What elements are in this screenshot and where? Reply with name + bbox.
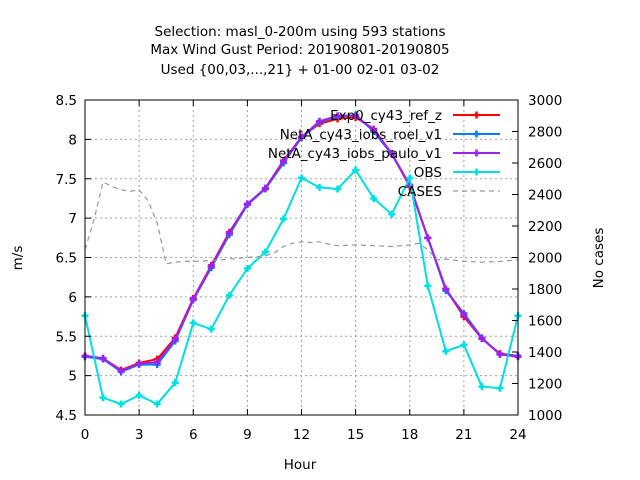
x-axis-label: Hour — [284, 457, 317, 473]
axis-ticks: 0 3 6 9 12 15 18 21 24 4.5 5 5.5 6 6.5 7 7.5 8 8.5 1000 120… — [56, 93, 563, 443]
y-tick-label: 8 — [68, 132, 77, 148]
x-tick-label: 18 — [401, 427, 418, 443]
y2-tick-label: 2400 — [528, 188, 562, 204]
data-point — [460, 341, 468, 349]
data-point — [279, 215, 287, 223]
y2-tick-label: 1400 — [528, 345, 562, 361]
plot-series — [81, 111, 522, 408]
y-tick-label: 7.5 — [56, 172, 77, 188]
title-line-3: Used {00,03,...,21} + 01-00 02-01 03-02 — [161, 62, 440, 78]
x-tick-label: 0 — [81, 427, 90, 443]
y-tick-label: 5.5 — [56, 329, 77, 345]
data-point — [99, 394, 107, 402]
y2-tick-label: 2800 — [528, 125, 562, 141]
data-point — [189, 295, 197, 303]
y-tick-label: 7 — [68, 211, 77, 227]
y2-tick-label: 1800 — [528, 282, 562, 298]
title-line-1: Selection: masl_0-200m using 593 station… — [155, 24, 446, 40]
y2-tick-label: 3000 — [528, 93, 562, 109]
data-point — [261, 248, 269, 256]
data-point — [370, 126, 378, 134]
y-axis-label: m/s — [10, 246, 26, 271]
y2-axis-label: No cases — [591, 228, 607, 289]
data-point — [243, 265, 251, 273]
data-point — [352, 112, 360, 120]
data-point — [442, 285, 450, 293]
data-point — [207, 325, 215, 333]
data-point — [171, 335, 179, 343]
data-point — [334, 112, 342, 120]
data-point — [189, 319, 197, 327]
x-tick-label: 24 — [509, 427, 526, 443]
x-tick-label: 9 — [243, 427, 252, 443]
y-tick-label: 5 — [68, 369, 77, 385]
y2-tick-label: 2000 — [528, 251, 562, 267]
data-point — [424, 282, 432, 290]
data-point — [207, 262, 215, 270]
y-tick-label: 8.5 — [56, 93, 77, 109]
y-tick-label: 4.5 — [56, 408, 77, 424]
data-point — [298, 133, 305, 141]
legend-marker — [473, 111, 480, 119]
data-point — [460, 311, 468, 319]
data-point — [496, 350, 504, 358]
y-tick-label: 6.5 — [56, 251, 77, 267]
x-tick-label: 6 — [189, 427, 198, 443]
data-point — [388, 150, 396, 158]
data-point — [225, 291, 233, 299]
data-point — [370, 194, 378, 202]
series-line-cases — [84, 181, 519, 265]
y2-tick-label: 1000 — [528, 408, 562, 424]
data-point — [406, 174, 414, 182]
x-tick-label: 3 — [135, 427, 144, 443]
legend-marker — [473, 168, 480, 176]
data-point — [99, 354, 107, 362]
data-point — [316, 183, 324, 191]
chart-title: Selection: masl_0-200m using 593 station… — [150, 24, 449, 78]
data-point — [496, 384, 504, 392]
x-tick-label: 12 — [293, 427, 310, 443]
data-point — [117, 367, 125, 375]
data-point — [135, 360, 143, 368]
x-tick-label: 21 — [455, 427, 472, 443]
y2-tick-label: 1200 — [528, 377, 562, 393]
data-point — [478, 383, 486, 391]
title-line-2: Max Wind Gust Period: 20190801-20190805 — [150, 42, 449, 58]
legend-label-obs: OBS — [414, 165, 442, 181]
y2-tick-label: 2200 — [528, 219, 562, 235]
legend: Exp0_cy43_ref_z NetA_cy43_iobs_roel_v1 Net… — [268, 108, 500, 200]
legend-marker — [473, 130, 480, 138]
data-point — [243, 200, 251, 208]
legend-label-cases: CASES — [398, 184, 442, 200]
data-point — [442, 347, 450, 355]
legend-label-neta-cy43-iobs-paulo-v1: NetA_cy43_iobs_paulo_v1 — [268, 146, 442, 162]
data-point — [261, 184, 269, 192]
legend-label-neta-cy43-iobs-roel-v1: NetA_cy43_iobs_roel_v1 — [280, 127, 442, 143]
data-point — [478, 335, 486, 343]
data-point — [424, 234, 432, 242]
data-point — [388, 210, 396, 218]
y2-tick-label: 1600 — [528, 314, 562, 330]
legend-marker — [473, 149, 480, 157]
x-tick-label: 15 — [347, 427, 364, 443]
y-tick-label: 6 — [68, 290, 77, 306]
data-point — [153, 400, 161, 408]
data-point — [117, 400, 125, 408]
data-point — [298, 174, 305, 182]
data-point — [225, 229, 233, 237]
legend-label-exp0-cy43-ref-z: Exp0_cy43_ref_z — [330, 108, 442, 124]
data-point — [352, 166, 360, 174]
data-point — [171, 379, 179, 387]
data-point — [153, 358, 161, 366]
data-point — [316, 117, 324, 125]
data-point — [135, 391, 143, 399]
y2-tick-label: 2600 — [528, 156, 562, 172]
data-point — [334, 185, 342, 193]
data-point — [279, 157, 287, 165]
